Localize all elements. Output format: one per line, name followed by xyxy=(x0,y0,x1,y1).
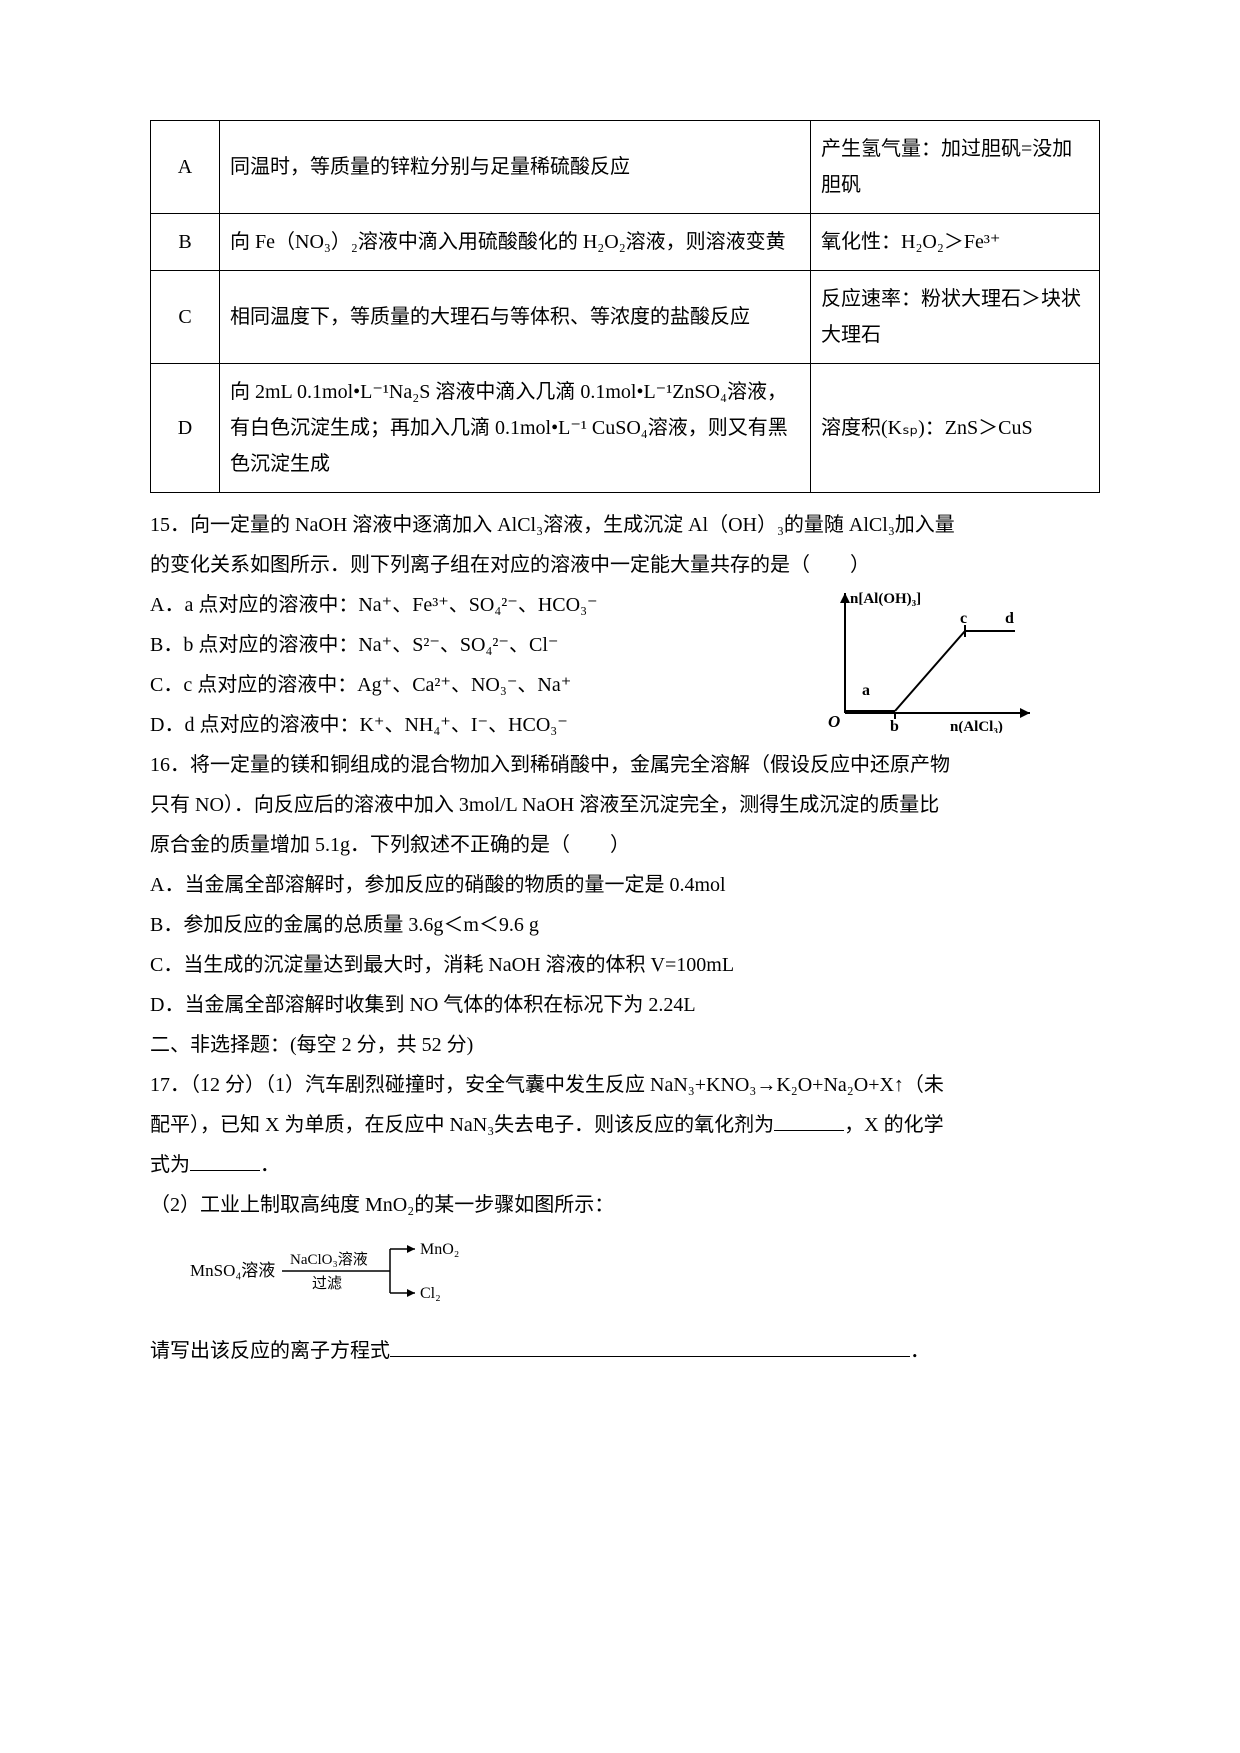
q16-stem-line3: 原合金的质量增加 5.1g．下列叙述不正确的是（ ） xyxy=(150,825,1100,865)
q15-stem-line1: 15．向一定量的 NaOH 溶液中逐滴加入 AlCl₃溶液，生成沉淀 Al（OH… xyxy=(150,505,1100,545)
row-col3: 反应速率：粉状大理石＞块状大理石 xyxy=(811,271,1100,364)
q16-option-c: C．当生成的沉淀量达到最大时，消耗 NaOH 溶液的体积 V=100mL xyxy=(150,945,1100,985)
question-15: 15．向一定量的 NaOH 溶液中逐滴加入 AlCl₃溶液，生成沉淀 Al（OH… xyxy=(150,505,1100,745)
diagram-reagent: NaClO₃溶液 xyxy=(290,1251,368,1268)
blank-formula xyxy=(190,1148,260,1171)
q17-p1c-prefix: 式为 xyxy=(150,1154,190,1176)
row-col2: 向 2mL 0.1mol•L⁻¹Na₂S 溶液中滴入几滴 0.1mol•L⁻¹Z… xyxy=(220,364,811,493)
section-2-header: 二、非选择题：(每空 2 分，共 52 分) xyxy=(150,1025,1100,1065)
row-col2: 同温时，等质量的锌粒分别与足量稀硫酸反应 xyxy=(220,121,811,214)
point-a: a xyxy=(862,682,870,699)
row-col3: 产生氢气量：加过胆矾=没加胆矾 xyxy=(811,121,1100,214)
row-label: A xyxy=(151,121,220,214)
q15-stem-line2: 的变化关系如图所示．则下列离子组在对应的溶液中一定能大量共存的是（ ） xyxy=(150,545,1100,585)
row-label: D xyxy=(151,364,220,493)
question-16: 16．将一定量的镁和铜组成的混合物加入到稀硝酸中，金属完全溶解（假设反应中还原产… xyxy=(150,745,1100,1025)
diagram-left: MnSO₄溶液 xyxy=(190,1261,275,1280)
q15-graph: n[Al(OH)₃] a b c d O n(AlCl₃) xyxy=(820,583,1040,733)
q16-option-b: B．参加反应的金属的总质量 3.6g＜m＜9.6 g xyxy=(150,905,1100,945)
q16-stem-line2: 只有 NO）．向反应后的溶液中加入 3mol/L NaOH 溶液至沉淀完全，测得… xyxy=(150,785,1100,825)
q16-option-d: D．当金属全部溶解时收集到 NO 气体的体积在标况下为 2.24L xyxy=(150,985,1100,1025)
q17-p1b-prefix: 配平），已知 X 为单质，在反应中 NaN₃失去电子．则该反应的氧化剂为 xyxy=(150,1114,774,1136)
xlabel: n(AlCl₃) xyxy=(950,719,1003,733)
q16-option-a: A．当金属全部溶解时，参加反应的硝酸的物质的量一定是 0.4mol xyxy=(150,865,1100,905)
row-col2: 向 Fe（NO₃）₂溶液中滴入用硫酸酸化的 H₂O₂溶液，则溶液变黄 xyxy=(220,214,811,271)
q17-diagram: MnSO₄溶液 NaClO₃溶液 过滤 MnO₂ Cl₂ xyxy=(190,1231,1100,1325)
point-c: c xyxy=(960,610,967,627)
row-col3: 氧化性：H₂O₂＞Fe³⁺ xyxy=(811,214,1100,271)
table-row: C 相同温度下，等质量的大理石与等体积、等浓度的盐酸反应 反应速率：粉状大理石＞… xyxy=(151,271,1100,364)
q17-p1-line2: 配平），已知 X 为单质，在反应中 NaN₃失去电子．则该反应的氧化剂为 ，X 的… xyxy=(150,1105,1100,1145)
table-row: B 向 Fe（NO₃）₂溶液中滴入用硫酸酸化的 H₂O₂溶液，则溶液变黄 氧化性… xyxy=(151,214,1100,271)
origin: O xyxy=(828,712,840,731)
diagram-under: 过滤 xyxy=(312,1275,342,1292)
q17-p1b-mid: ，X 的化学 xyxy=(844,1114,943,1136)
q16-stem-line1: 16．将一定量的镁和铜组成的混合物加入到稀硝酸中，金属完全溶解（假设反应中还原产… xyxy=(150,745,1100,785)
table-row: A 同温时，等质量的锌粒分别与足量稀硫酸反应 产生氢气量：加过胆矾=没加胆矾 xyxy=(151,121,1100,214)
q17-p1c-suffix: ． xyxy=(260,1154,280,1176)
ylabel: n[Al(OH)₃] xyxy=(850,591,921,607)
q17-p2: （2）工业上制取高纯度 MnO₂的某一步骤如图所示： xyxy=(150,1185,1100,1225)
q17-p3-suffix: ． xyxy=(910,1340,930,1362)
diagram-out2: Cl₂ xyxy=(420,1285,441,1302)
point-d: d xyxy=(1005,610,1014,627)
row-label: B xyxy=(151,214,220,271)
q17-p3: 请写出该反应的离子方程式 ． xyxy=(150,1331,1100,1371)
q17-p1-line1: 17．（12 分）（1）汽车剧烈碰撞时，安全气囊中发生反应 NaN₃+KNO₃→… xyxy=(150,1065,1100,1105)
question-17: 17．（12 分）（1）汽车剧烈碰撞时，安全气囊中发生反应 NaN₃+KNO₃→… xyxy=(150,1065,1100,1371)
blank-ion-equation xyxy=(390,1334,910,1357)
row-col2: 相同温度下，等质量的大理石与等体积、等浓度的盐酸反应 xyxy=(220,271,811,364)
q17-p3-prefix: 请写出该反应的离子方程式 xyxy=(150,1340,390,1362)
table-row: D 向 2mL 0.1mol•L⁻¹Na₂S 溶液中滴入几滴 0.1mol•L⁻… xyxy=(151,364,1100,493)
page: A 同温时，等质量的锌粒分别与足量稀硫酸反应 产生氢气量：加过胆矾=没加胆矾 B… xyxy=(0,0,1240,1451)
row-col3: 溶度积(Kₛₚ)：ZnS＞CuS xyxy=(811,364,1100,493)
options-table: A 同温时，等质量的锌粒分别与足量稀硫酸反应 产生氢气量：加过胆矾=没加胆矾 B… xyxy=(150,120,1100,493)
point-b: b xyxy=(890,718,899,733)
diagram-out1: MnO₂ xyxy=(420,1241,459,1258)
q17-p1-line3: 式为 ． xyxy=(150,1145,1100,1185)
blank-oxidizer xyxy=(774,1108,844,1131)
row-label: C xyxy=(151,271,220,364)
